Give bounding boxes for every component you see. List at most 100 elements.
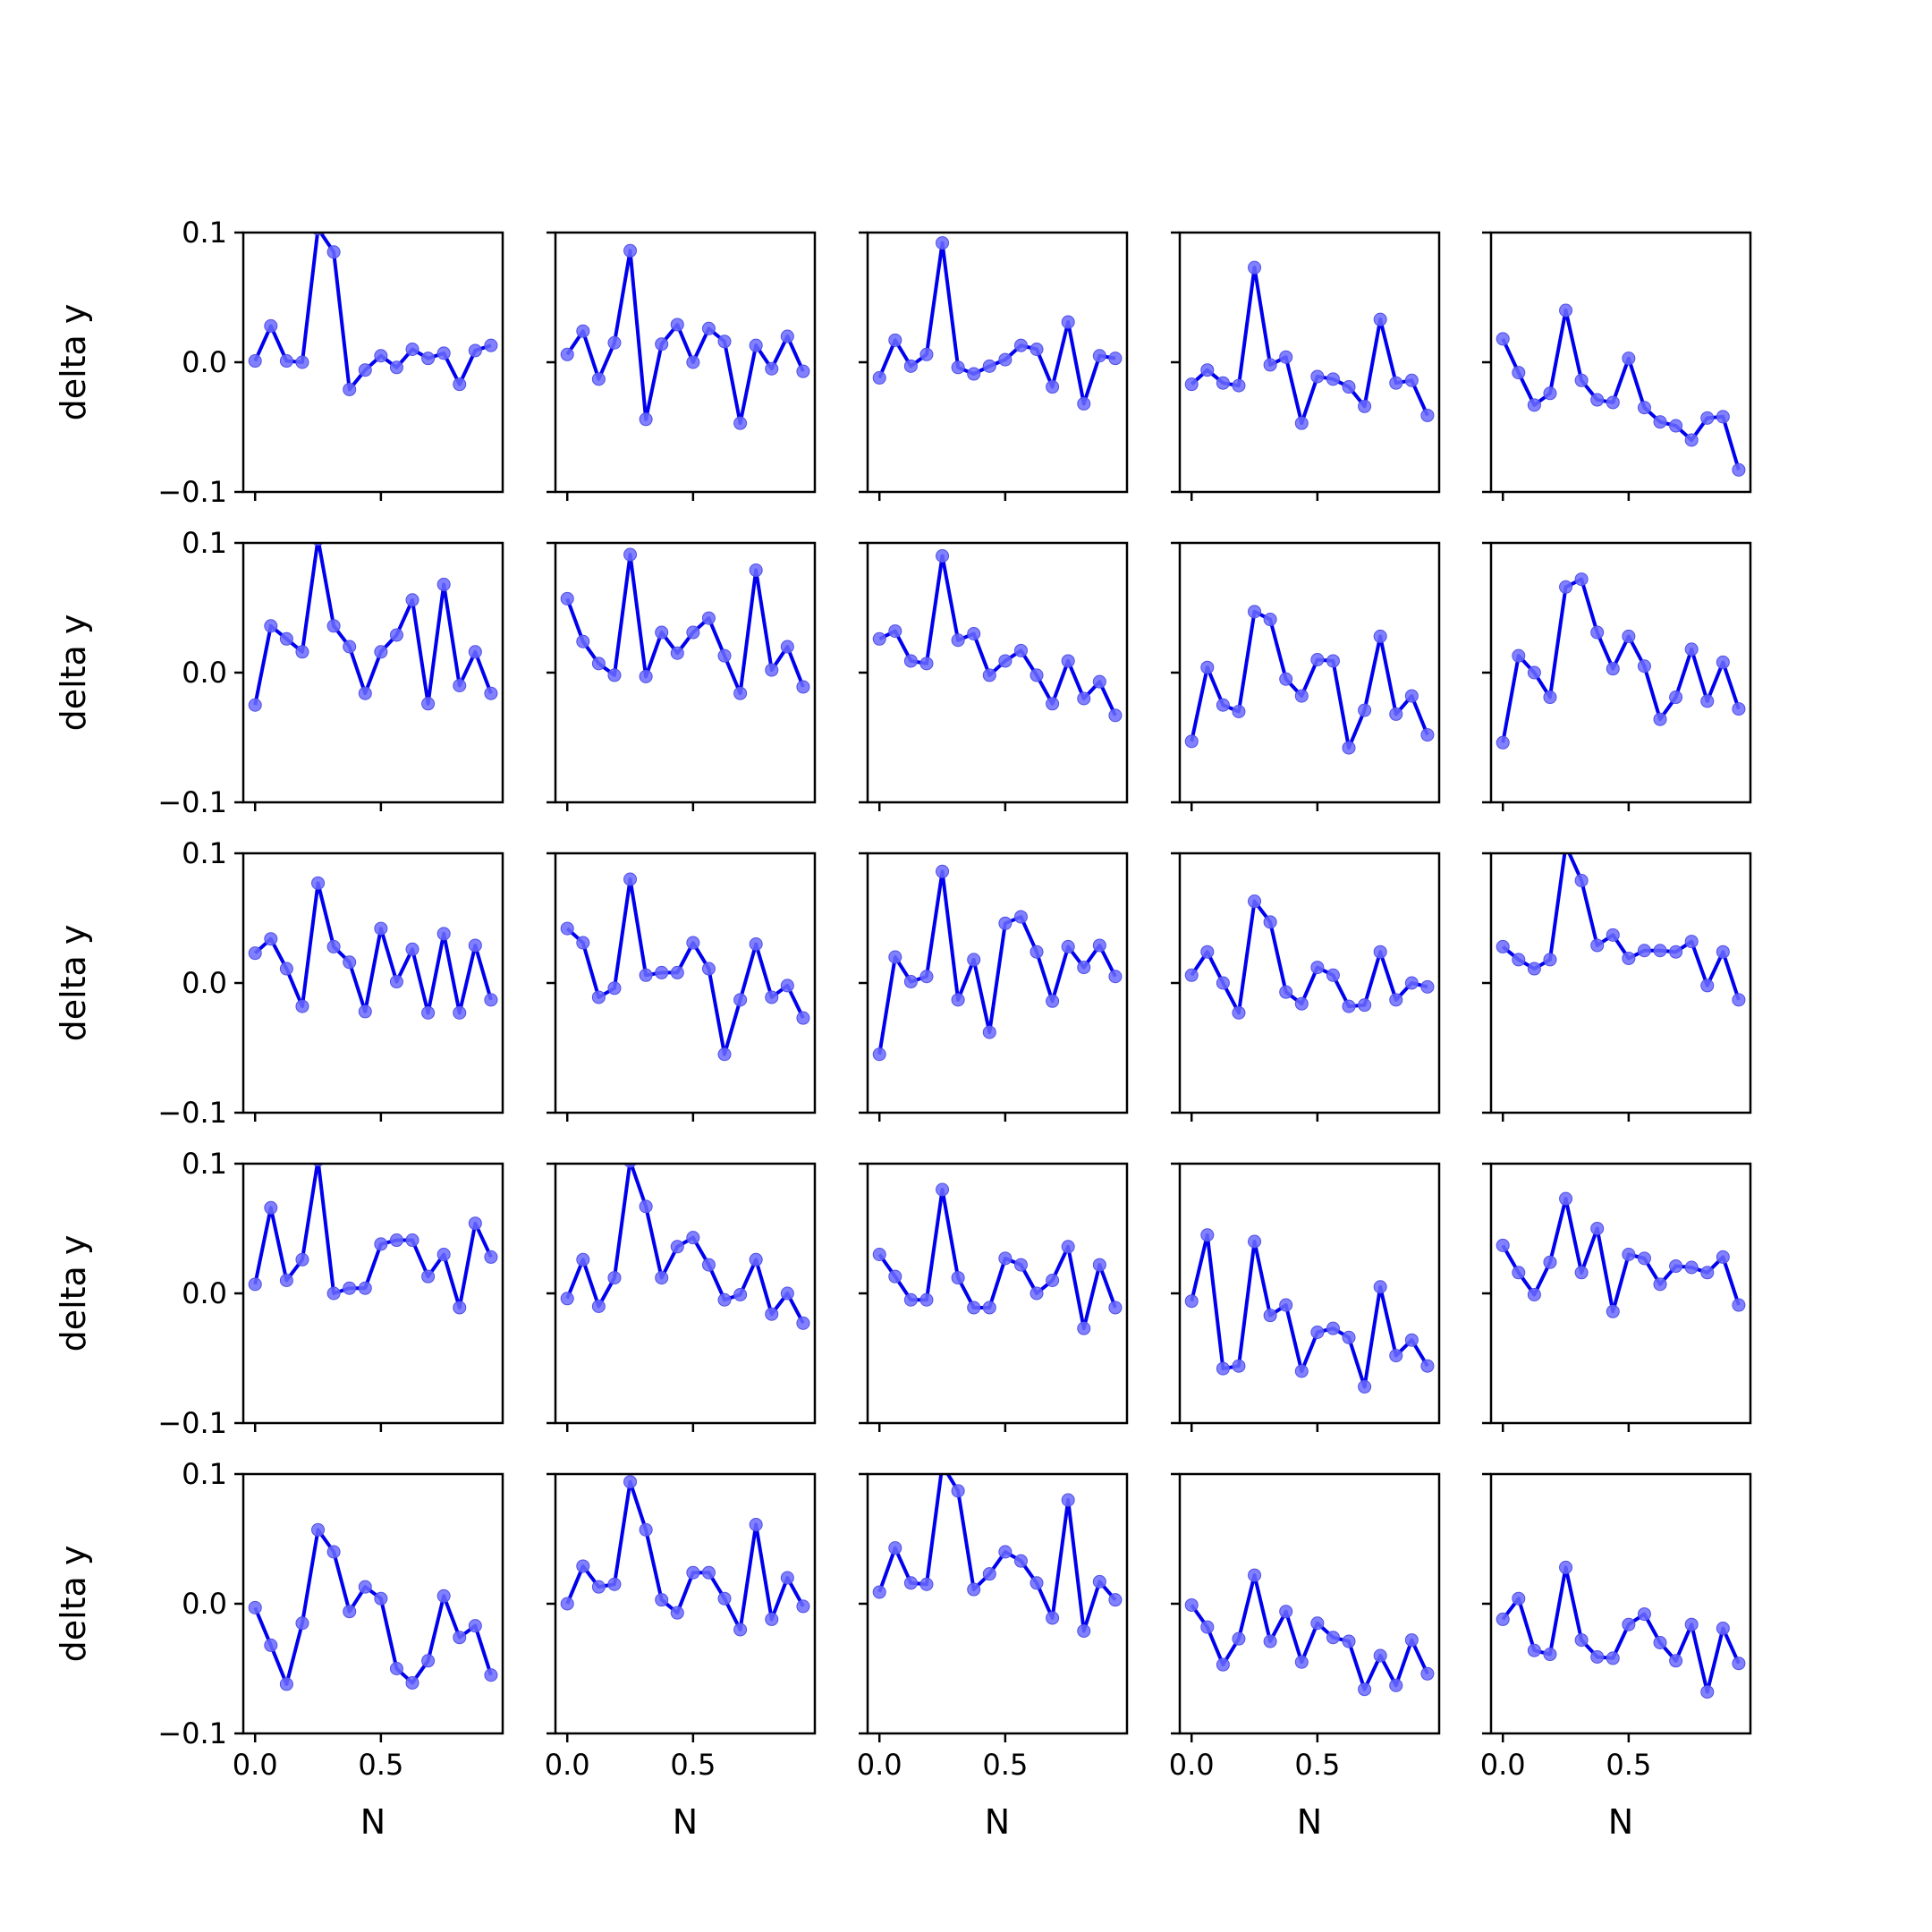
data-point [1606,662,1620,676]
data-point [1404,1633,1419,1648]
data-point [639,1522,653,1537]
data-point [576,634,590,648]
plot-area [560,547,810,700]
data-point [436,1248,451,1261]
data-point [1294,1655,1309,1669]
series-line [253,233,492,392]
data-point [1216,976,1230,990]
data-point [358,686,372,700]
data-point [1092,674,1106,689]
data-point [374,349,388,363]
data-point [1732,462,1746,477]
data-point [468,343,482,358]
data-point [1310,1326,1325,1339]
data-point [1496,332,1510,346]
plot-area [1496,1191,1746,1318]
x-tick-label: 0.0 [545,1748,590,1782]
data-point [1248,1234,1262,1249]
data-point [1061,1493,1075,1507]
data-point [560,1292,574,1306]
data-point [1184,734,1199,749]
series-line [253,881,493,1015]
data-point [967,627,981,640]
data-point [1061,1240,1075,1254]
y-tick-label: −0.1 [157,475,227,509]
data-point [1013,643,1028,657]
data-point [343,1605,357,1619]
y-tick-label: 0.1 [182,216,227,250]
series-line [1190,1573,1429,1691]
data-point [1248,260,1262,275]
data-point [1637,1607,1651,1622]
data-point [1606,395,1620,410]
series-line [1501,577,1741,743]
data-point [1200,1620,1215,1634]
data-point [1358,1379,1372,1394]
series-line [877,241,1116,406]
data-point [1108,708,1123,723]
data-point [1543,691,1557,705]
data-point [686,1565,700,1580]
data-point [1077,1321,1091,1335]
series-line [1190,1233,1429,1389]
plot-area [560,243,810,430]
data-point [655,625,669,640]
data-point [295,999,309,1013]
data-point [1606,928,1620,942]
data-point [1232,1631,1246,1646]
data-point [1590,938,1605,953]
y-tick-label: 0.1 [182,526,227,560]
data-point [967,1582,981,1597]
x-tick-label: 0.5 [1606,1748,1651,1782]
data-point [1263,358,1277,372]
data-point [903,975,918,989]
series-line [565,877,805,1056]
data-point [1732,993,1746,1007]
plot-area [872,864,1123,1062]
data-point [1574,373,1589,387]
data-point [1326,1631,1340,1645]
data-point [780,640,794,654]
data-point [1574,1266,1589,1280]
data-point [421,352,436,366]
data-point [1013,910,1028,924]
data-point [1622,352,1636,366]
data-point [264,1200,278,1215]
data-point [1637,944,1651,958]
data-point [1046,994,1060,1008]
data-point [1030,1576,1044,1590]
data-point [358,363,372,377]
subplot-4-1: −0.1 0.0 0.1 delta y [54,1147,504,1440]
data-point [1232,1359,1246,1373]
data-point [796,1599,810,1614]
data-point [1294,416,1309,430]
data-point [1013,1554,1028,1568]
data-point [717,648,732,663]
data-point [1184,968,1199,982]
data-point [1512,1266,1526,1280]
data-point [1216,1657,1230,1672]
data-point [1030,1286,1044,1301]
data-point [765,361,779,376]
data-point [982,1567,996,1581]
data-point [749,338,763,352]
data-point [1373,312,1387,326]
data-point [1684,642,1699,657]
data-point [670,1606,684,1620]
data-point [1326,372,1340,386]
data-point [765,1307,779,1321]
data-point [1559,580,1573,594]
plot-area [872,1474,1123,1638]
data-point [436,577,451,591]
data-point [1373,945,1387,959]
data-point [655,965,669,979]
x-tick-label: 0.5 [670,1748,716,1782]
data-point [1404,373,1419,387]
data-point [655,337,669,352]
data-point [1326,654,1340,668]
plot-area [248,543,498,712]
data-point [982,1025,996,1039]
subplot-2-5 [1482,541,1752,811]
data-point [796,680,810,694]
data-point [374,1591,388,1606]
